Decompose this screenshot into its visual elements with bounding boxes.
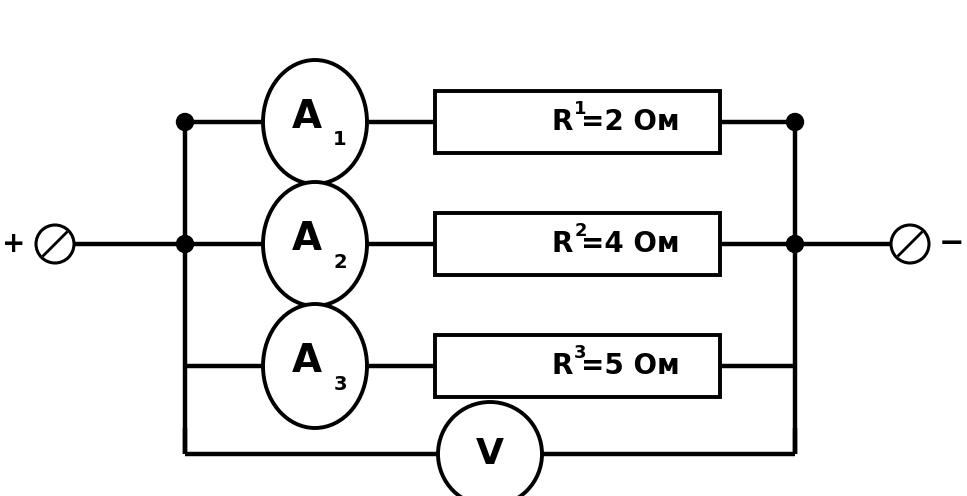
Ellipse shape <box>263 60 367 184</box>
Text: R: R <box>552 230 573 258</box>
FancyBboxPatch shape <box>435 335 720 397</box>
Circle shape <box>36 225 74 263</box>
Text: A: A <box>292 220 322 258</box>
Text: +: + <box>2 230 26 258</box>
Ellipse shape <box>263 304 367 428</box>
Ellipse shape <box>263 182 367 306</box>
Text: =2 Ом: =2 Ом <box>581 108 680 136</box>
Text: 1: 1 <box>574 100 587 118</box>
Circle shape <box>891 225 929 263</box>
Circle shape <box>786 236 804 252</box>
FancyBboxPatch shape <box>435 213 720 275</box>
Circle shape <box>438 402 542 496</box>
Text: −: − <box>938 230 964 258</box>
Text: A: A <box>292 98 322 136</box>
Text: 3: 3 <box>334 374 347 393</box>
Circle shape <box>786 114 804 130</box>
Text: 3: 3 <box>574 344 587 362</box>
Text: A: A <box>292 342 322 380</box>
Text: R: R <box>552 108 573 136</box>
Circle shape <box>177 114 193 130</box>
Circle shape <box>177 236 193 252</box>
Text: V: V <box>476 437 504 471</box>
Text: 2: 2 <box>574 222 587 240</box>
Text: 1: 1 <box>334 130 347 149</box>
Text: 2: 2 <box>334 252 347 271</box>
Text: R: R <box>552 352 573 380</box>
FancyBboxPatch shape <box>435 91 720 153</box>
Text: =5 Ом: =5 Ом <box>581 352 680 380</box>
Text: =4 Ом: =4 Ом <box>581 230 680 258</box>
